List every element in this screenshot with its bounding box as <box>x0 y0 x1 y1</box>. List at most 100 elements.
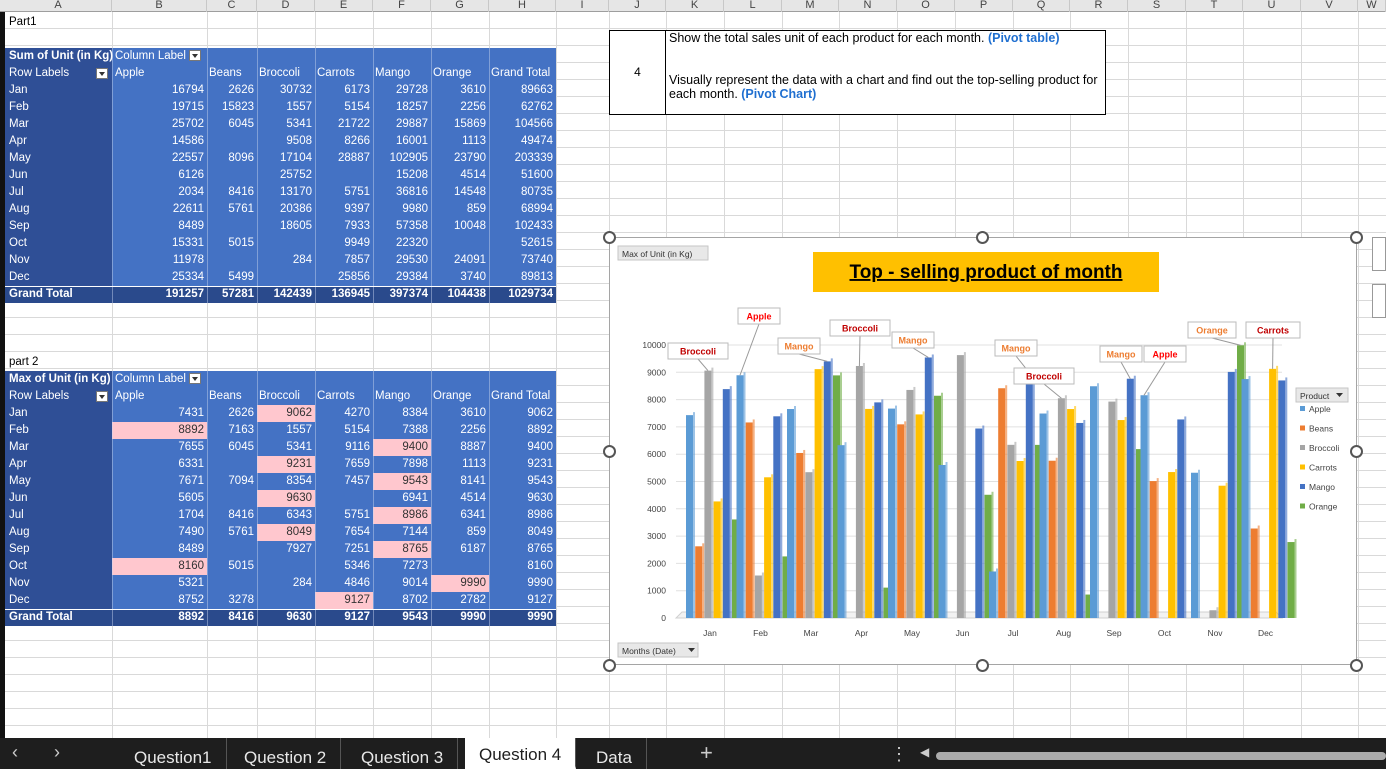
pivot-value-cell[interactable]: 3278 <box>207 592 257 609</box>
pivot-value-cell[interactable]: 8892 <box>112 422 207 439</box>
pivot-value-cell[interactable]: 9980 <box>373 201 431 218</box>
pivot-row-label[interactable]: Jan <box>5 405 112 422</box>
pivot-value-cell[interactable]: 5015 <box>207 558 257 575</box>
column-header[interactable]: T <box>1186 0 1243 12</box>
pivot-value-cell[interactable]: 8141 <box>431 473 489 490</box>
pivot-value-cell[interactable]: 6045 <box>207 116 257 133</box>
pivot-value-cell[interactable]: 15869 <box>431 116 489 133</box>
pivot-value-cell[interactable]: 20386 <box>257 201 315 218</box>
column-header[interactable]: I <box>556 0 609 12</box>
pivot-value-cell[interactable]: 1113 <box>431 456 489 473</box>
pivot-row-label[interactable]: Aug <box>5 201 112 218</box>
pivot-value-cell[interactable]: 6187 <box>431 541 489 558</box>
pivot-value-cell[interactable]: 6126 <box>112 167 207 184</box>
row-labels-filter[interactable]: Row Labels <box>5 388 112 405</box>
pivot-value-cell[interactable]: 22557 <box>112 150 207 167</box>
pivot-value-cell[interactable]: 9127 <box>489 592 556 609</box>
sheet-tab-question1[interactable]: Question1 <box>120 738 227 769</box>
pivot-value-cell[interactable]: 6941 <box>373 490 431 507</box>
pivot-value-cell[interactable]: 4846 <box>315 575 373 592</box>
pivot-value-cell[interactable] <box>257 269 315 286</box>
pivot-value-cell[interactable]: 8986 <box>373 507 431 524</box>
pivot-row-label[interactable]: Dec <box>5 592 112 609</box>
pivot-row-label[interactable]: May <box>5 473 112 490</box>
column-header[interactable]: C <box>207 0 257 12</box>
pivot-value-cell[interactable]: 9062 <box>257 405 315 422</box>
column-header[interactable]: S <box>1128 0 1186 12</box>
pivot-value-cell[interactable]: 2034 <box>112 184 207 201</box>
pivot-value-cell[interactable]: 2256 <box>431 99 489 116</box>
pivot-value-cell[interactable]: 8354 <box>257 473 315 490</box>
pivot-value-cell[interactable]: 23790 <box>431 150 489 167</box>
pivot-value-cell[interactable]: 9990 <box>431 575 489 592</box>
column-header[interactable]: F <box>373 0 431 12</box>
row-labels-filter[interactable]: Row Labels <box>5 65 112 82</box>
column-header[interactable]: M <box>782 0 839 12</box>
pivot-value-cell[interactable] <box>207 167 257 184</box>
pivot-value-cell[interactable]: 29728 <box>373 82 431 99</box>
pivot-value-cell[interactable]: 80735 <box>489 184 556 201</box>
pivot-value-cell[interactable]: 6341 <box>431 507 489 524</box>
pivot-value-cell[interactable]: 8986 <box>489 507 556 524</box>
pivot-value-cell[interactable]: 9630 <box>257 490 315 507</box>
pivot-value-cell[interactable]: 9062 <box>489 405 556 422</box>
pivot-value-cell[interactable]: 36816 <box>373 184 431 201</box>
chart-elements-button[interactable] <box>1372 237 1386 271</box>
pivot-value-cell[interactable]: 9400 <box>373 439 431 456</box>
column-header[interactable]: V <box>1301 0 1358 12</box>
column-header[interactable]: W <box>1358 0 1386 12</box>
pivot-value-cell[interactable]: 1704 <box>112 507 207 524</box>
pivot-value-cell[interactable]: 203339 <box>489 150 556 167</box>
pivot-value-cell[interactable]: 25334 <box>112 269 207 286</box>
pivot-value-cell[interactable]: 859 <box>431 201 489 218</box>
pivot-value-cell[interactable]: 2782 <box>431 592 489 609</box>
resize-handle-tl[interactable] <box>603 231 616 244</box>
pivot-value-cell[interactable]: 8049 <box>257 524 315 541</box>
pivot-value-cell[interactable]: 5761 <box>207 201 257 218</box>
pivot-value-cell[interactable]: 11978 <box>112 252 207 269</box>
pivot-value-cell[interactable]: 1557 <box>257 422 315 439</box>
pivot-row-label[interactable]: Oct <box>5 235 112 252</box>
pivot-value-cell[interactable]: 6331 <box>112 456 207 473</box>
pivot-row-label[interactable]: Nov <box>5 252 112 269</box>
pivot-value-cell[interactable]: 3610 <box>431 82 489 99</box>
pivot-value-cell[interactable]: 8887 <box>431 439 489 456</box>
pivot-value-cell[interactable]: 8049 <box>489 524 556 541</box>
resize-handle-bl[interactable] <box>603 659 616 672</box>
pivot-value-cell[interactable]: 7388 <box>373 422 431 439</box>
pivot-row-label[interactable]: Dec <box>5 269 112 286</box>
column-labels-filter[interactable]: Column Label <box>112 371 207 388</box>
pivot-value-cell[interactable]: 5751 <box>315 184 373 201</box>
pivot-value-cell[interactable]: 7431 <box>112 405 207 422</box>
pivot-value-cell[interactable] <box>257 592 315 609</box>
pivot-row-label[interactable]: Mar <box>5 116 112 133</box>
pivot-row-label[interactable]: Jul <box>5 507 112 524</box>
chart-styles-button[interactable] <box>1372 284 1386 318</box>
pivot-value-cell[interactable]: 9508 <box>257 133 315 150</box>
pivot-value-cell[interactable]: 7163 <box>207 422 257 439</box>
pivot-value-cell[interactable]: 25856 <box>315 269 373 286</box>
pivot-value-cell[interactable]: 8160 <box>489 558 556 575</box>
pivot-value-cell[interactable]: 10048 <box>431 218 489 235</box>
column-header[interactable]: N <box>839 0 897 12</box>
pivot-value-cell[interactable]: 5346 <box>315 558 373 575</box>
pivot-value-cell[interactable]: 9014 <box>373 575 431 592</box>
pivot-value-cell[interactable]: 8266 <box>315 133 373 150</box>
pivot-value-cell[interactable]: 7654 <box>315 524 373 541</box>
pivot-value-cell[interactable]: 30732 <box>257 82 315 99</box>
pivot-value-cell[interactable]: 7933 <box>315 218 373 235</box>
pivot-value-cell[interactable]: 3610 <box>431 405 489 422</box>
pivot-value-cell[interactable] <box>315 167 373 184</box>
pivot-value-cell[interactable] <box>257 558 315 575</box>
pivot-value-cell[interactable]: 5751 <box>315 507 373 524</box>
pivot-value-cell[interactable]: 5341 <box>257 439 315 456</box>
pivot-value-cell[interactable]: 102905 <box>373 150 431 167</box>
pivot-row-label[interactable]: Mar <box>5 439 112 456</box>
pivot-value-cell[interactable]: 5761 <box>207 524 257 541</box>
pivot-value-cell[interactable]: 22611 <box>112 201 207 218</box>
pivot-value-cell[interactable]: 24091 <box>431 252 489 269</box>
pivot-value-cell[interactable]: 2626 <box>207 405 257 422</box>
pivot-value-cell[interactable]: 8096 <box>207 150 257 167</box>
pivot-value-cell[interactable]: 13170 <box>257 184 315 201</box>
pivot-value-cell[interactable]: 8892 <box>489 422 556 439</box>
